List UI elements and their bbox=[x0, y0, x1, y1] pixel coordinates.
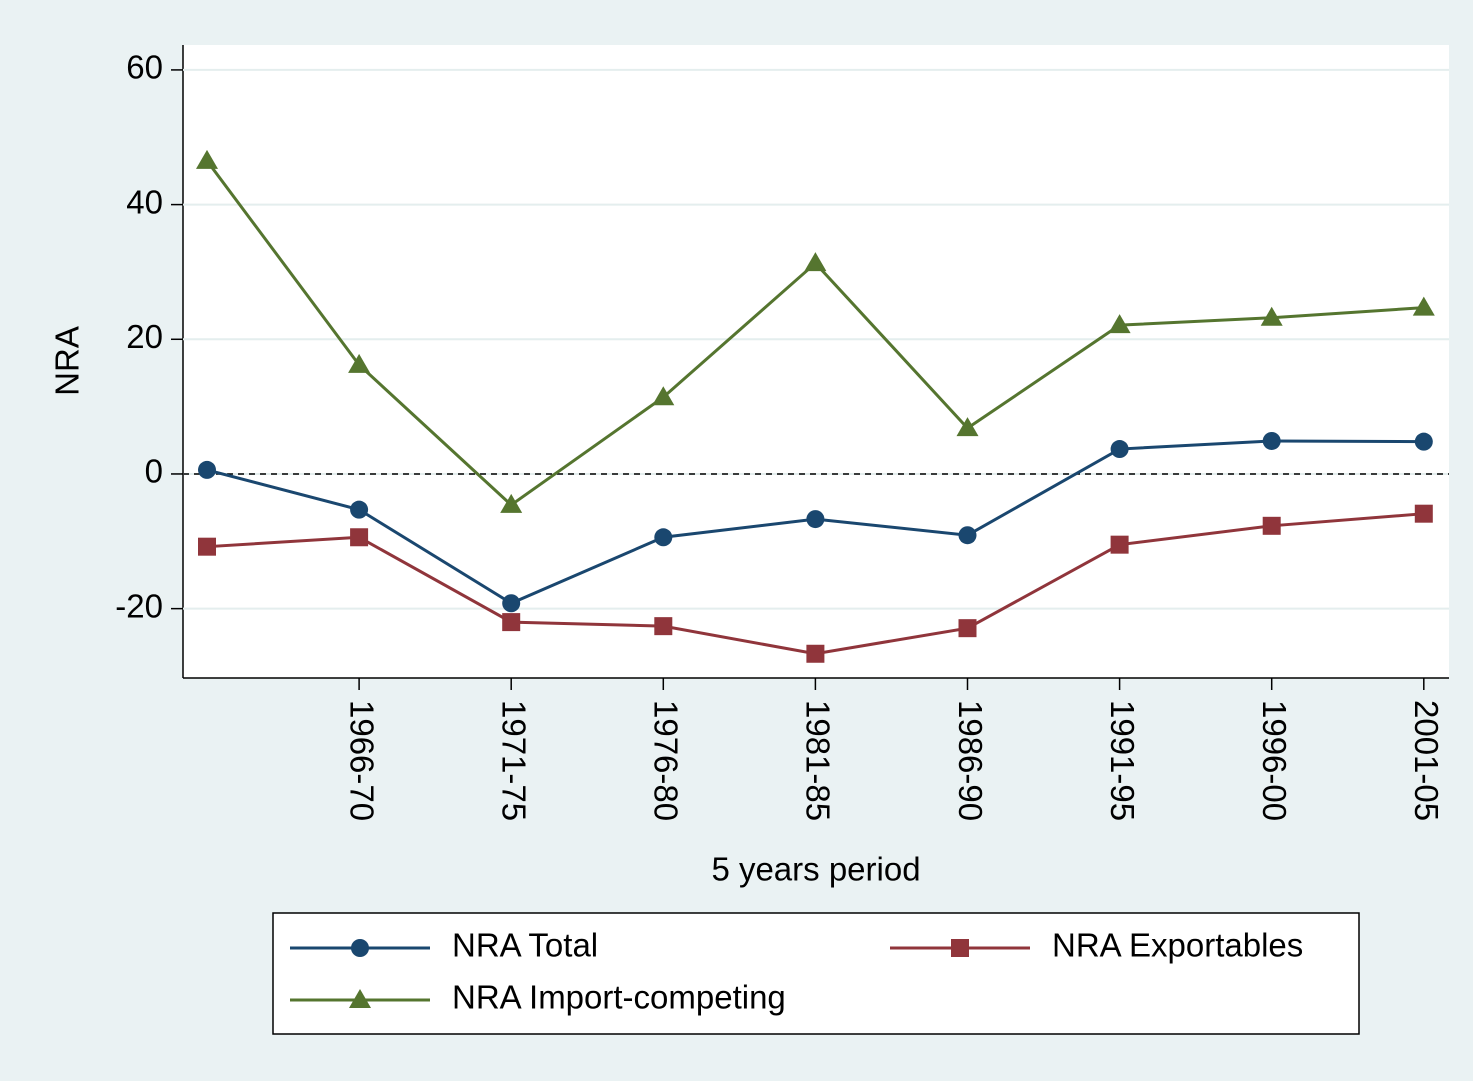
x-tick-label: 1996-00 bbox=[1256, 700, 1293, 821]
marker bbox=[198, 537, 216, 556]
x-tick-label: 1971-75 bbox=[495, 700, 532, 821]
marker bbox=[804, 252, 827, 272]
x-axis-label: 5 years period bbox=[711, 851, 920, 888]
legend-label: NRA Total bbox=[452, 927, 598, 964]
marker bbox=[654, 617, 673, 636]
y-tick-label: 20 bbox=[126, 318, 163, 355]
legend bbox=[272, 912, 1360, 1035]
marker bbox=[958, 619, 977, 638]
y-tick-label: -20 bbox=[115, 587, 163, 624]
marker bbox=[1110, 440, 1129, 459]
marker bbox=[956, 417, 979, 437]
marker bbox=[654, 528, 673, 547]
marker bbox=[1262, 516, 1281, 535]
x-tick-label: 2001-05 bbox=[1408, 700, 1445, 821]
marker bbox=[1260, 306, 1283, 326]
y-axis-label: NRA bbox=[49, 326, 86, 396]
marker bbox=[1414, 432, 1433, 451]
marker bbox=[350, 500, 369, 519]
legend-label: NRA Import-competing bbox=[452, 979, 786, 1016]
marker bbox=[348, 353, 371, 373]
marker bbox=[806, 644, 825, 663]
marker bbox=[958, 526, 977, 545]
marker bbox=[652, 386, 675, 406]
marker bbox=[198, 460, 216, 479]
marker bbox=[502, 594, 521, 613]
marker bbox=[1108, 314, 1131, 334]
y-tick-label: 0 bbox=[145, 453, 163, 490]
marker bbox=[351, 939, 369, 957]
legend-label: NRA Exportables bbox=[1052, 927, 1303, 964]
x-tick-label: 1991-95 bbox=[1104, 700, 1141, 821]
marker bbox=[500, 493, 523, 513]
marker bbox=[349, 989, 371, 1008]
marker bbox=[806, 510, 825, 529]
marker bbox=[1412, 296, 1435, 316]
x-tick-label: 1976-80 bbox=[648, 700, 685, 821]
y-tick-label: 40 bbox=[126, 183, 163, 220]
x-tick-label: 1981-85 bbox=[800, 700, 837, 821]
y-tick-label: 60 bbox=[126, 49, 163, 86]
marker bbox=[1262, 431, 1281, 450]
plot-area bbox=[183, 45, 1449, 678]
marker bbox=[196, 149, 218, 169]
marker bbox=[951, 939, 969, 957]
marker bbox=[350, 528, 369, 547]
marker bbox=[502, 613, 521, 632]
x-tick-label: 1986-90 bbox=[952, 700, 989, 821]
marker bbox=[1110, 535, 1129, 554]
x-tick-label: 1966-70 bbox=[343, 700, 380, 821]
marker bbox=[1414, 504, 1433, 523]
